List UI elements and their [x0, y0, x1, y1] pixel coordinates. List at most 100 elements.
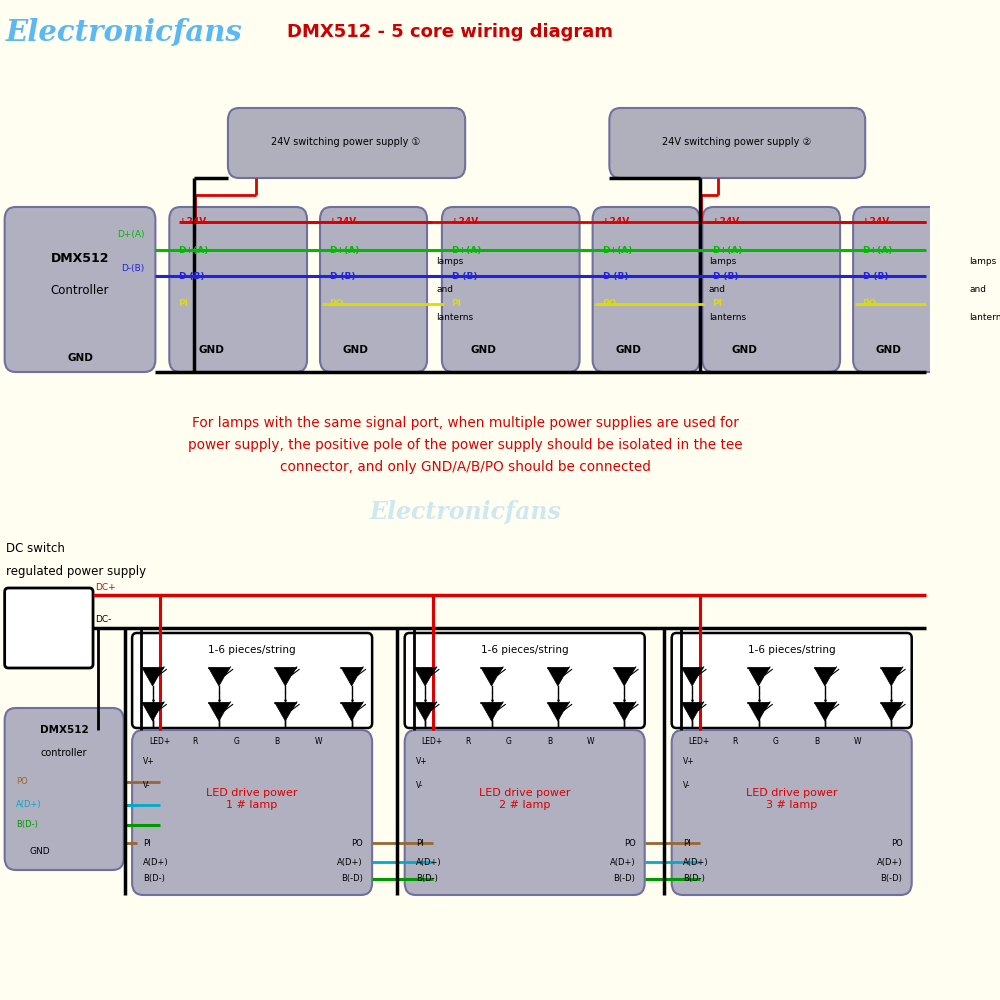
FancyBboxPatch shape [672, 633, 912, 728]
Text: LED+: LED+ [149, 738, 170, 746]
Polygon shape [142, 668, 163, 686]
Text: PO: PO [602, 300, 616, 308]
Text: D-(B): D-(B) [121, 263, 144, 272]
FancyBboxPatch shape [5, 207, 155, 372]
Text: V+: V+ [683, 758, 694, 766]
Text: V-: V- [683, 780, 690, 790]
Text: lamps: lamps [969, 257, 997, 266]
FancyBboxPatch shape [5, 708, 124, 870]
Polygon shape [341, 668, 362, 686]
Polygon shape [415, 668, 435, 686]
Text: LED drive power
3 # lamp: LED drive power 3 # lamp [746, 788, 837, 810]
Text: GND: GND [198, 345, 224, 355]
Text: GND: GND [615, 345, 641, 355]
Text: +24V: +24V [712, 218, 739, 227]
Text: DC switch: DC switch [6, 542, 64, 554]
Text: PO: PO [351, 838, 363, 848]
Text: V-: V- [416, 780, 423, 790]
Text: PI: PI [712, 300, 722, 308]
Text: LED+: LED+ [688, 738, 710, 746]
Polygon shape [682, 703, 702, 721]
Polygon shape [548, 703, 568, 721]
FancyBboxPatch shape [320, 207, 427, 372]
Text: G: G [506, 738, 512, 746]
Polygon shape [748, 668, 769, 686]
FancyBboxPatch shape [609, 108, 865, 178]
Polygon shape [481, 703, 502, 721]
Text: DMX512 - 5 core wiring diagram: DMX512 - 5 core wiring diagram [287, 23, 613, 41]
Text: B(D-): B(D-) [143, 874, 165, 884]
Text: B(-D): B(-D) [614, 874, 635, 884]
Text: R: R [732, 738, 738, 746]
Text: GND: GND [731, 345, 757, 355]
Text: GND: GND [876, 345, 901, 355]
FancyBboxPatch shape [405, 633, 645, 728]
Polygon shape [142, 703, 163, 721]
Text: LED+: LED+ [421, 738, 443, 746]
Text: B: B [814, 738, 819, 746]
Text: 1-6 pieces/string: 1-6 pieces/string [208, 645, 296, 655]
Text: G: G [773, 738, 779, 746]
Text: 1-6 pieces/string: 1-6 pieces/string [748, 645, 836, 655]
Text: PI: PI [179, 300, 189, 308]
Text: LED drive power
1 # lamp: LED drive power 1 # lamp [206, 788, 298, 810]
Text: GND: GND [30, 848, 50, 856]
Polygon shape [881, 668, 901, 686]
Text: D+(A): D+(A) [451, 245, 482, 254]
Text: +24V: +24V [329, 218, 357, 227]
Text: A(D+): A(D+) [683, 857, 708, 866]
Text: D-(B): D-(B) [862, 271, 889, 280]
Text: Electronicfans: Electronicfans [369, 500, 561, 524]
FancyBboxPatch shape [132, 730, 372, 895]
Text: PI: PI [451, 300, 461, 308]
Polygon shape [275, 703, 296, 721]
Text: V+: V+ [416, 758, 427, 766]
Text: V+: V+ [143, 758, 155, 766]
Polygon shape [815, 703, 835, 721]
Text: D-(B): D-(B) [179, 271, 205, 280]
Text: B: B [275, 738, 280, 746]
Polygon shape [209, 703, 229, 721]
Text: lanterns: lanterns [969, 312, 1000, 322]
Text: D+(A): D+(A) [117, 231, 144, 239]
Text: B(D-): B(D-) [683, 874, 705, 884]
Text: lanterns: lanterns [436, 312, 473, 322]
Text: D+(A): D+(A) [179, 245, 209, 254]
Text: G: G [233, 738, 239, 746]
Text: PO: PO [329, 300, 344, 308]
Text: A(D+): A(D+) [143, 857, 169, 866]
Text: D+(A): D+(A) [862, 245, 893, 254]
Text: DMX512: DMX512 [40, 725, 89, 735]
Text: and: and [709, 286, 726, 294]
Polygon shape [881, 703, 901, 721]
Text: +24V: +24V [179, 218, 206, 227]
Text: GND: GND [471, 345, 497, 355]
Polygon shape [548, 668, 568, 686]
Text: DC-: DC- [95, 615, 111, 624]
Text: D+(A): D+(A) [602, 245, 632, 254]
Polygon shape [614, 668, 634, 686]
Text: B: B [547, 738, 552, 746]
Text: A(D+): A(D+) [16, 800, 41, 810]
Text: GND: GND [342, 345, 368, 355]
Text: 24V switching power supply ①: 24V switching power supply ① [271, 137, 421, 147]
Polygon shape [209, 668, 229, 686]
Text: D-(B): D-(B) [712, 271, 738, 280]
Text: +24V: +24V [451, 218, 478, 227]
FancyBboxPatch shape [405, 730, 645, 895]
FancyBboxPatch shape [132, 633, 372, 728]
Text: and: and [436, 286, 453, 294]
Polygon shape [682, 668, 702, 686]
Polygon shape [748, 703, 769, 721]
Text: D+(A): D+(A) [329, 245, 360, 254]
Text: 1-6 pieces/string: 1-6 pieces/string [481, 645, 569, 655]
Text: LED drive power
2 # lamp: LED drive power 2 # lamp [479, 788, 570, 810]
Text: B(-D): B(-D) [881, 874, 902, 884]
Text: PI: PI [143, 838, 151, 848]
Polygon shape [815, 668, 835, 686]
Polygon shape [481, 668, 502, 686]
Text: A(D+): A(D+) [416, 857, 441, 866]
Text: W: W [854, 738, 862, 746]
Text: PI: PI [683, 838, 690, 848]
Text: regulated power supply: regulated power supply [6, 566, 146, 578]
